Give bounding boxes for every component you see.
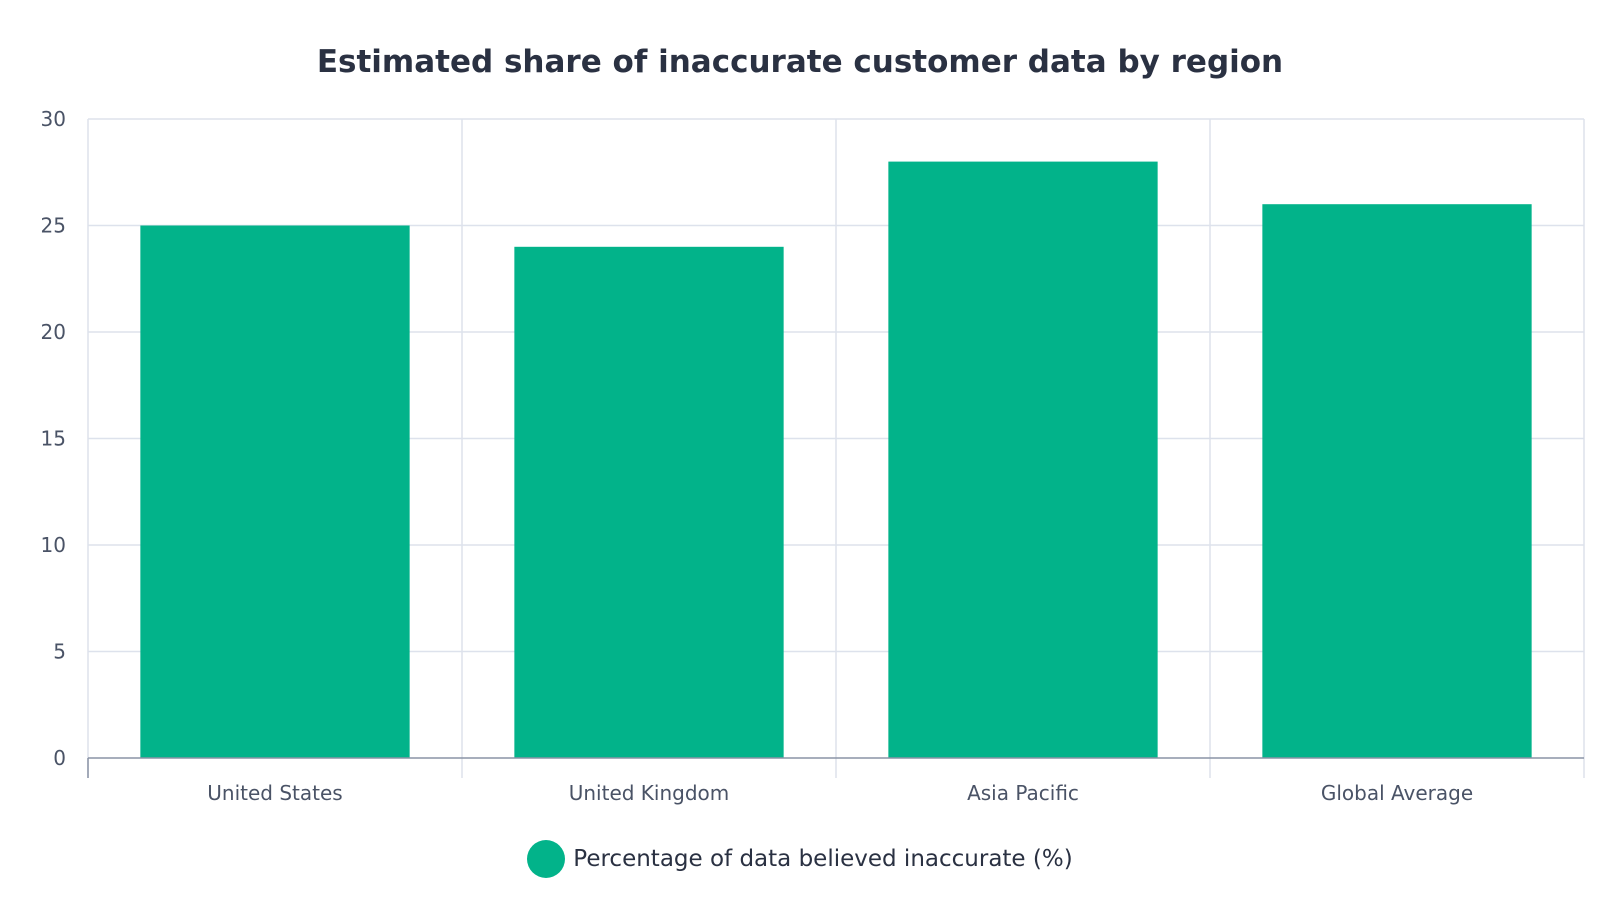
y-tick-label: 15 [41, 427, 66, 451]
bar [1262, 204, 1532, 758]
bar [140, 225, 410, 758]
y-tick-label: 0 [53, 746, 66, 770]
axes [87, 757, 1584, 778]
x-tick-label: Global Average [1321, 781, 1473, 805]
x-tick-label: United States [207, 781, 342, 805]
chart-title: Estimated share of inaccurate customer d… [316, 44, 1284, 80]
legend: Percentage of data believed inaccurate (… [0, 839, 1600, 879]
legend-label: Percentage of data believed inaccurate (… [573, 846, 1073, 872]
y-tick-label: 5 [53, 640, 66, 664]
y-tick-label: 10 [41, 533, 66, 557]
x-tick-label: Asia Pacific [967, 781, 1079, 805]
y-tick-label: 25 [41, 214, 66, 238]
tick-labels: 0 5 10 15 20 25 30 United States United Kingdom A… [41, 107, 1474, 805]
x-tick-label: United Kingdom [569, 781, 730, 805]
bars [140, 161, 1532, 759]
bar [514, 246, 784, 759]
bar [888, 161, 1158, 759]
y-tick-label: 30 [41, 107, 66, 131]
legend-swatch-icon [527, 840, 566, 878]
y-tick-label: 20 [41, 320, 66, 344]
